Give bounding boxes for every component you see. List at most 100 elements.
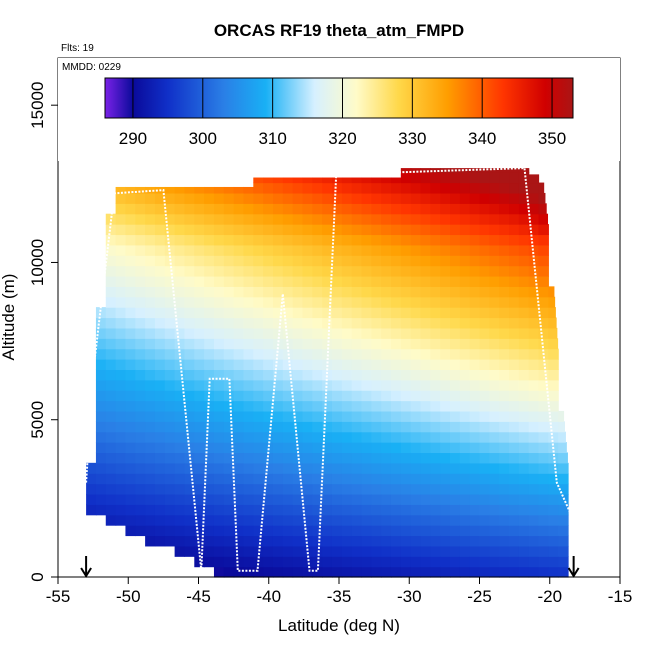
heat-cell: [213, 307, 225, 319]
heat-cell: [174, 255, 186, 267]
heat-cell: [272, 348, 284, 360]
heat-cell: [390, 203, 402, 215]
heat-cell: [174, 224, 186, 236]
heat-cell: [263, 545, 274, 557]
heat-cell: [263, 525, 274, 537]
heat-cell: [410, 275, 422, 287]
heat-cell: [410, 442, 422, 454]
heat-cell: [135, 307, 146, 319]
heat-cell: [351, 275, 363, 287]
heat-cell: [302, 286, 313, 298]
heat-cell: [459, 566, 471, 578]
heat-cell: [499, 234, 510, 246]
heat-cell: [194, 431, 205, 443]
heat-cell: [263, 307, 274, 319]
heat-cell: [115, 379, 127, 391]
heat-cell: [253, 400, 264, 412]
heat-cell: [302, 462, 313, 474]
heat-cell: [312, 483, 323, 495]
heat-cell: [558, 545, 569, 557]
heat-cell: [499, 172, 510, 184]
heat-cell: [400, 462, 412, 474]
heat-cell: [292, 400, 304, 412]
heat-cell: [400, 493, 412, 505]
heat-cell: [184, 296, 195, 308]
heat-cell: [528, 338, 540, 350]
heat-cell: [371, 566, 382, 578]
heat-cell: [184, 473, 195, 485]
heat-cell: [272, 307, 284, 319]
heat-cell: [95, 359, 107, 370]
heat-cell: [272, 213, 284, 225]
heat-cell: [243, 431, 254, 443]
heat-cell: [184, 410, 195, 422]
heat-cell: [528, 327, 540, 339]
heat-cell: [499, 286, 510, 298]
heat-cell: [184, 338, 195, 350]
heat-cell: [223, 452, 235, 464]
heat-cell: [381, 275, 392, 287]
heat-cell: [420, 234, 431, 246]
heat-cell: [459, 203, 471, 215]
heat-cell: [292, 545, 304, 557]
heat-cell: [312, 504, 323, 516]
heat-cell: [400, 224, 412, 236]
heat-cell: [194, 265, 205, 277]
heat-cell: [361, 275, 372, 287]
heat-cell: [390, 566, 402, 578]
heat-cell: [253, 307, 264, 319]
heat-cell: [194, 203, 205, 215]
heat-cell: [479, 493, 490, 505]
heat-cell: [272, 431, 284, 443]
heat-cell: [322, 338, 333, 350]
heat-cell: [538, 556, 549, 568]
heat-cell: [292, 514, 304, 526]
heat-cell: [204, 410, 215, 422]
heat-cell: [479, 338, 490, 350]
heat-cell: [430, 504, 441, 516]
heat-cell: [223, 307, 235, 319]
heat-cell: [135, 327, 146, 339]
heat-cell: [243, 234, 254, 246]
heat-cell: [282, 359, 294, 370]
heat-cell: [371, 379, 382, 391]
heat-cell: [558, 514, 569, 526]
heat-cell: [410, 493, 422, 505]
heat-cell: [154, 192, 166, 204]
heat-cell: [469, 296, 481, 308]
heat-cell: [450, 431, 461, 443]
heat-cell: [469, 192, 481, 204]
heat-cell: [145, 483, 156, 495]
heat-cell: [282, 317, 294, 329]
heat-cell: [430, 286, 441, 298]
heat-cell: [125, 265, 136, 277]
heat-cell: [489, 275, 500, 287]
heat-cell: [95, 504, 107, 516]
heat-cell: [489, 535, 500, 547]
heat-cell: [469, 286, 481, 298]
heat-cell: [518, 410, 530, 422]
heat-cell: [145, 535, 156, 547]
heat-cell: [184, 359, 195, 370]
heat-cell: [548, 359, 559, 370]
heat-cell: [135, 431, 146, 443]
heat-cell: [371, 410, 382, 422]
heat-cell: [489, 348, 500, 360]
heat-cell: [459, 265, 471, 277]
heat-cell: [420, 203, 431, 215]
heat-cell: [263, 244, 274, 256]
heat-cell: [509, 452, 520, 464]
heat-cell: [440, 390, 451, 402]
heat-cell: [341, 213, 353, 225]
heat-cell: [371, 504, 382, 516]
heat-cell: [164, 296, 176, 308]
heat-cell: [351, 327, 363, 339]
heat-cell: [400, 255, 412, 267]
heat-cell: [213, 348, 225, 360]
heat-cell: [361, 442, 372, 454]
heat-cell: [341, 473, 353, 485]
heat-cell: [528, 390, 540, 402]
heat-cell: [381, 556, 392, 568]
heat-cell: [548, 462, 559, 474]
